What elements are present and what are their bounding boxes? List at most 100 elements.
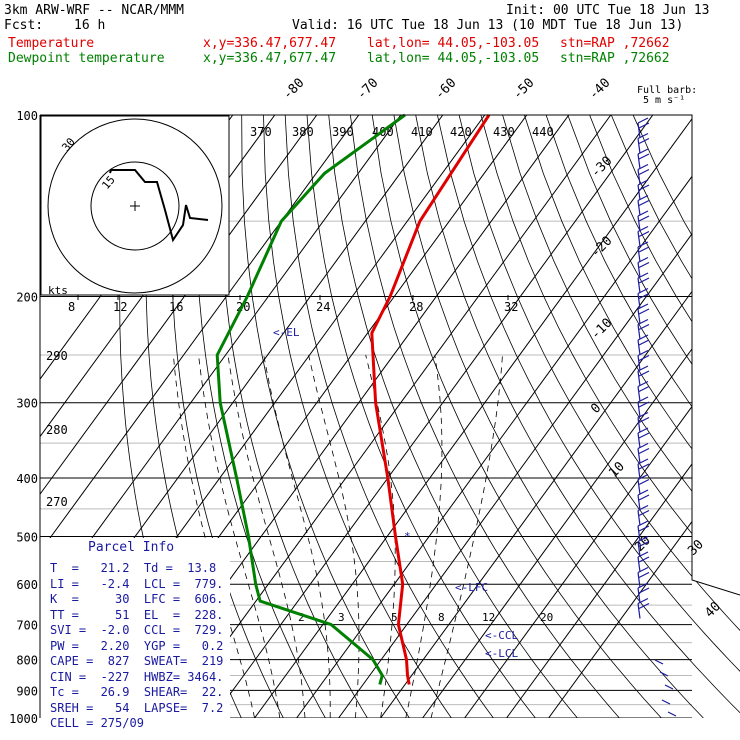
wind-barb-flag	[638, 463, 650, 470]
wind-barb-staff	[637, 572, 641, 588]
wind-barb-flag	[637, 287, 649, 295]
plot-frame-top-right	[40, 114, 740, 596]
parcel-info-row: T = 21.2 Td = 13.8	[50, 561, 217, 575]
full-barb-units: 5 m s⁻¹	[643, 95, 686, 106]
mixing-ratio-label: 12	[482, 611, 495, 624]
theta-label: 370	[250, 125, 272, 139]
temperature-legend: Temperature	[8, 36, 95, 51]
wind-barb-flag	[638, 354, 650, 362]
hodograph-trace	[109, 169, 209, 243]
forecast-label: Fcst:	[4, 18, 44, 33]
parcel-info-row: Tc = 26.9 SHEAR= 22.	[50, 685, 224, 699]
dry-adiabat	[195, 115, 326, 718]
hodograph-ring-inner	[90, 161, 180, 251]
wind-barb-flag	[638, 525, 650, 532]
wind-barb-lower	[654, 659, 664, 665]
dry-adiabat	[589, 115, 740, 718]
isotherm-label: -30	[588, 154, 615, 181]
parcel-info-row: CIN = -227 HWBZ= 3464.	[50, 669, 224, 684]
wind-barb-lower	[667, 711, 677, 717]
pressure-tick-label: 900	[16, 684, 38, 698]
dry-adiabat	[393, 115, 704, 718]
wind-barb-flag	[638, 571, 650, 579]
mixing-ratio-label: 2	[298, 611, 305, 624]
wind-barb-staff	[637, 293, 641, 309]
wind-barb-staff	[637, 200, 641, 216]
wind-barb-staff	[637, 339, 641, 356]
wind-barb-flag	[637, 163, 649, 171]
dry-adiabat	[632, 115, 740, 718]
pressure-tick-label: 600	[16, 578, 38, 592]
wind-barb-flag	[638, 308, 650, 315]
theta-label: 380	[292, 125, 314, 139]
hodograph-ring-outer	[47, 118, 223, 294]
wind-barb-staff	[637, 587, 641, 604]
wind-barb-staff	[637, 448, 641, 464]
wind-barb-flag	[637, 458, 649, 465]
theta-label: 430	[493, 125, 515, 139]
dry-adiabat	[567, 115, 740, 718]
wind-barb-flag	[637, 442, 649, 450]
wind-barb-staff	[637, 169, 641, 185]
wind-barb-flag	[638, 556, 650, 563]
isotherm-label: -60	[432, 76, 459, 103]
parcel-info-row: CELL = 275/09	[50, 716, 144, 730]
wind-barb-flag	[637, 566, 649, 574]
full-barb-legend: Full barb: 5 m s⁻¹	[637, 86, 697, 106]
wind-barb-flag	[638, 509, 650, 517]
dewpoint-latlon: lat,lon= 44.05,-103.05	[367, 51, 540, 66]
wind-barb-flag	[637, 411, 649, 419]
isotherm-label: -20	[588, 234, 615, 261]
wind-barb-flag	[637, 194, 649, 202]
wind-barb-flag	[637, 473, 649, 481]
wind-barb-flag	[637, 179, 649, 186]
isotherm-label: -70	[354, 76, 381, 103]
wind-barb-staff	[637, 494, 641, 511]
init-time: Init: 00 UTC Tue 18 Jun 13	[506, 3, 710, 18]
wind-barb-flag	[637, 427, 649, 434]
dewpoint-station: stn=RAP ,72662	[560, 51, 670, 66]
hodograph-units: kts	[48, 284, 68, 297]
wind-barb-staff	[637, 355, 641, 371]
mixing-ratio-label: 5	[391, 611, 398, 624]
wind-barb-staff	[637, 370, 641, 387]
wind-barbs	[637, 117, 677, 717]
isotherm-line	[296, 115, 738, 718]
wind-barb-flag	[638, 385, 650, 393]
wind-barb-lower	[659, 671, 669, 677]
wind-barb-flag	[638, 261, 650, 269]
wind-barb-flag	[638, 137, 650, 145]
dewpoint-profile	[215, 113, 406, 685]
wind-barb-lower	[661, 699, 671, 705]
wind-barb-staff	[637, 246, 641, 263]
wind-barb-staff	[637, 215, 641, 232]
parcel-info-row: SVI = -2.0 CCL = 729.	[50, 623, 224, 637]
isotherm-line	[170, 115, 612, 718]
wind-barb-staff	[637, 262, 641, 278]
mixing-ratio-label: 20	[540, 611, 553, 624]
mixing-ratio-label: 3	[338, 611, 345, 624]
theta-label-left: 270	[46, 495, 68, 509]
wind-barb-staff	[637, 386, 641, 402]
pressure-tick-label: 700	[16, 619, 38, 633]
speed-axis-label: 32	[504, 300, 518, 314]
wind-barb-flag	[638, 292, 650, 300]
wind-barb-flag	[637, 334, 649, 341]
theta-label-left: 280	[46, 423, 68, 437]
dry-adiabat	[545, 115, 740, 718]
temperature-xy: x,y=336.47,677.47	[203, 36, 337, 51]
parcel-info-row: LI = -2.4 LCL = 779.	[50, 576, 224, 591]
speed-axis-label: 8	[68, 300, 75, 314]
wind-barb-flag	[637, 132, 649, 140]
pressure-tick-label: 200	[16, 291, 38, 305]
moist-adiabat	[198, 354, 281, 718]
wind-barb-flag	[638, 602, 650, 610]
temperature-station: stn=RAP ,72662	[560, 36, 670, 51]
level-annotation: <-LCL	[485, 647, 518, 660]
dry-adiabat	[415, 115, 740, 718]
theta-label: 410	[411, 125, 433, 139]
isotherm-label: 30	[685, 537, 707, 559]
wind-barb-flag	[638, 215, 650, 222]
wind-barb-staff	[637, 417, 641, 433]
